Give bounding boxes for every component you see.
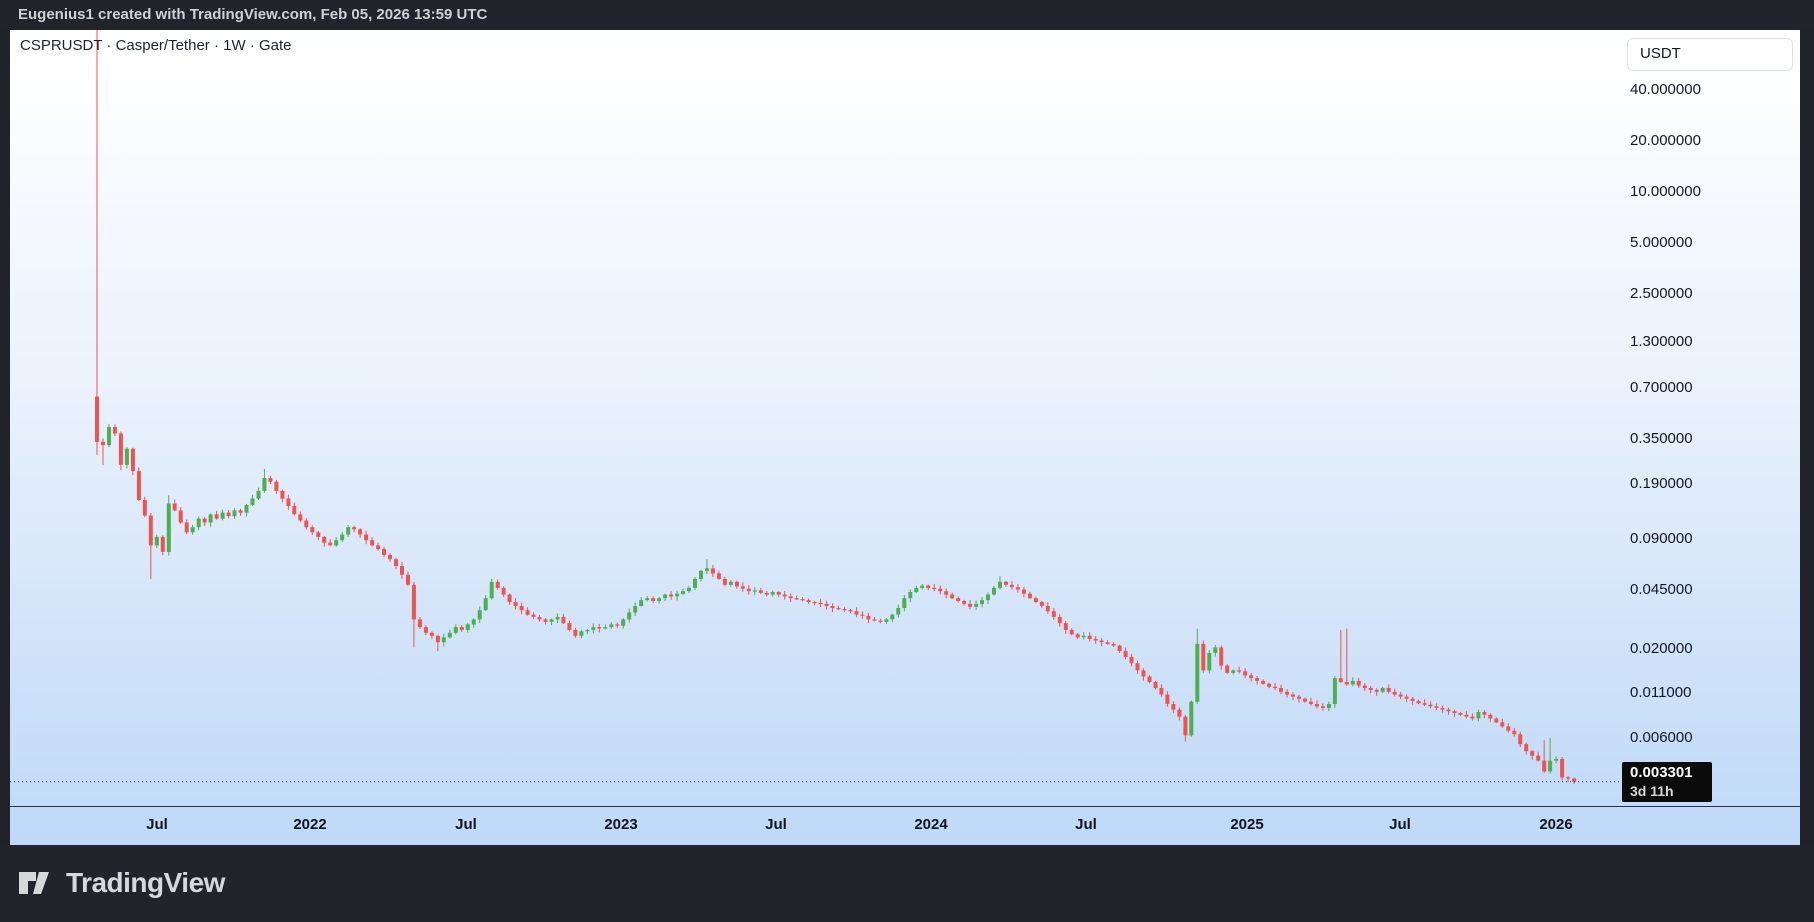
- price-tick: 0.045000: [1630, 581, 1693, 598]
- badge-countdown: 3d 11h: [1630, 783, 1674, 799]
- attribution-text: Eugenius1 created with TradingView.com, …: [18, 6, 488, 23]
- price-tick: 2.500000: [1630, 285, 1693, 302]
- currency-label: USDT: [1640, 45, 1681, 62]
- price-tick: 0.011000: [1630, 684, 1692, 701]
- price-tick: 0.020000: [1630, 640, 1693, 657]
- price-tick: 0.700000: [1630, 379, 1693, 396]
- last-price-badge: 0.003301 3d 11h: [1622, 762, 1712, 802]
- time-scale[interactable]: Jul 2022 Jul 2023 Jul 2024 Jul 2025 Jul 2026: [10, 806, 1800, 845]
- tradingview-wordmark: TradingView: [66, 867, 225, 898]
- time-label-year: 2026: [1539, 816, 1573, 833]
- chart-panel: [10, 30, 1800, 845]
- time-label-year: 2025: [1230, 816, 1264, 833]
- time-label-year: 2022: [293, 816, 327, 833]
- price-tick: 40.000000: [1630, 81, 1701, 98]
- price-tick: 0.006000: [1630, 729, 1693, 746]
- time-label-month: Jul: [1075, 816, 1097, 833]
- price-tick: 5.000000: [1630, 234, 1693, 251]
- time-label-year: 2024: [914, 816, 948, 833]
- badge-price: 0.003301: [1630, 764, 1693, 781]
- price-tick: 10.000000: [1630, 183, 1701, 200]
- time-label-month: Jul: [1389, 816, 1411, 833]
- currency-button[interactable]: USDT: [1627, 38, 1793, 71]
- footer-bar: TradingView: [0, 845, 1814, 922]
- tradingview-logo-icon: [19, 872, 49, 894]
- price-tick: 0.090000: [1630, 530, 1693, 547]
- price-scale[interactable]: USDT 40.000000 20.000000 10.000000 5.000000…: [1622, 30, 1800, 806]
- price-tick: 20.000000: [1630, 132, 1701, 149]
- price-tick: 1.300000: [1630, 333, 1693, 350]
- chart-area[interactable]: [10, 30, 1622, 806]
- price-tick: 0.350000: [1630, 430, 1693, 447]
- time-label-month: Jul: [146, 816, 168, 833]
- attribution-bar: Eugenius1 created with TradingView.com, …: [0, 0, 1814, 30]
- price-tick: 0.190000: [1630, 475, 1693, 492]
- time-label-month: Jul: [455, 816, 477, 833]
- symbol-legend[interactable]: CSPRUSDT · Casper/Tether · 1W · Gate: [20, 37, 292, 54]
- time-label-month: Jul: [765, 816, 787, 833]
- time-label-year: 2023: [604, 816, 638, 833]
- tradingview-logo[interactable]: TradingView: [18, 867, 225, 899]
